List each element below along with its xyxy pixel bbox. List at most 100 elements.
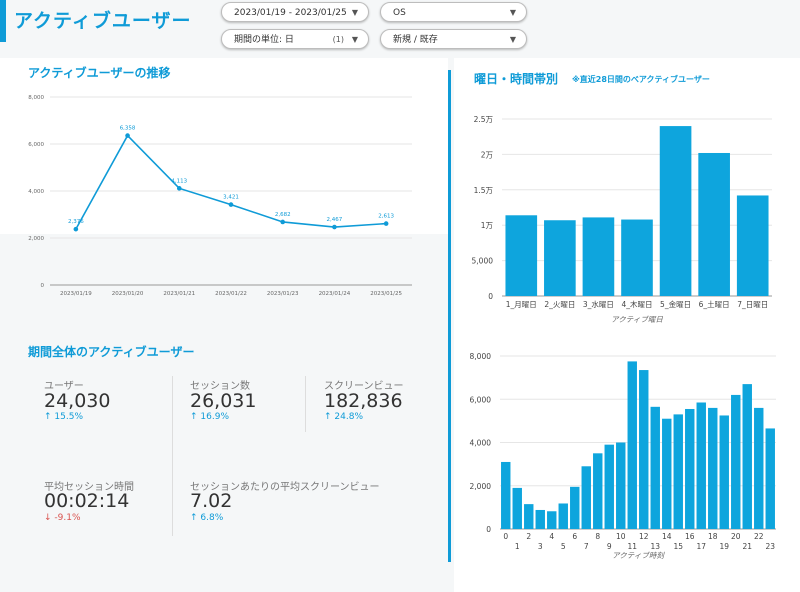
x-tick-label: 6 (572, 532, 577, 541)
y-tick-label: 0 (488, 292, 493, 301)
os-filter-label: OS (393, 8, 406, 18)
kpi-sessions-value: 26,031 (190, 390, 257, 412)
bar (731, 394, 741, 529)
x-tick-label: 4_木曜日 (621, 299, 652, 309)
x-axis-title: アクティブ時刻 (612, 551, 665, 560)
kpi-avg-session-delta: ↓ -9.1% (44, 513, 81, 523)
data-label: 2,682 (275, 212, 291, 218)
bar (754, 407, 764, 529)
x-tick-label: 2 (526, 532, 531, 541)
kpi-divider (172, 376, 173, 536)
date-range-value: 2023/01/19 - 2023/01/25 (234, 8, 347, 18)
kpi-avg-screenviews-value: 7.02 (190, 490, 233, 512)
x-tick-label: 20 (731, 532, 741, 541)
bar (524, 504, 534, 529)
x-tick-label: 1_月曜日 (506, 300, 537, 309)
x-axis-title: アクティブ曜日 (611, 315, 663, 324)
kpi-section-title: 期間全体のアクティブユーザー (28, 345, 195, 359)
x-tick-label: 2023/01/25 (370, 291, 402, 297)
x-tick-label: 22 (754, 532, 764, 541)
bar (581, 466, 591, 529)
bar (604, 444, 614, 529)
x-tick-label: 8 (595, 532, 600, 541)
data-label: 4,113 (171, 178, 187, 184)
period-unit-filter[interactable]: 期間の単位: 日 (1) ▼ (221, 29, 369, 49)
x-tick-label: 16 (685, 532, 695, 541)
kpi-divider (305, 376, 306, 432)
kpi-users-value: 24,030 (44, 390, 111, 412)
os-filter[interactable]: OS ▼ (380, 2, 527, 22)
bar (582, 217, 615, 296)
y-tick-label: 4,000 (470, 439, 492, 448)
kpi-avg-session-value: 00:02:14 (44, 490, 130, 512)
user-type-label: 新規 / 既存 (393, 35, 438, 45)
data-point (73, 226, 79, 232)
section-divider (448, 70, 451, 562)
arrow-up-icon: ↑ (190, 412, 201, 422)
weekday-chart-note: ※直近28日間のべアクティブユーザー (572, 75, 710, 84)
kpi-avg-screenviews-label: セッションあたりの平均スクリーンビュー (190, 482, 380, 493)
bar (736, 195, 769, 296)
weekday-chart-title: 曜日・時間帯別 (474, 72, 559, 86)
kpi-sessions-label: セッション数 (190, 381, 250, 392)
x-tick-label: 3 (538, 542, 543, 551)
kpi-users-label: ユーザー (44, 381, 84, 392)
x-tick-label: 2023/01/22 (215, 291, 247, 297)
data-label: 2,613 (378, 214, 394, 220)
data-point (228, 202, 234, 207)
y-tick-label: 8,000 (470, 352, 492, 361)
bar (662, 418, 672, 529)
series-line (75, 134, 387, 230)
x-tick-label: 12 (639, 532, 649, 541)
hour-bar-chart: 02,0004,0006,0008,0000123456789101112131… (470, 352, 776, 560)
user-type-filter[interactable]: 新規 / 既存 ▼ (380, 29, 527, 49)
y-tick-label: 6,000 (470, 395, 492, 404)
chevron-down-icon: ▼ (509, 8, 516, 17)
data-label: 2,376 (68, 219, 84, 225)
x-tick-label: 13 (650, 542, 660, 551)
data-point (125, 133, 130, 138)
x-tick-label: 23 (765, 542, 775, 551)
bar (719, 415, 729, 529)
arrow-up-icon: ↑ (190, 513, 201, 523)
bar (685, 408, 695, 529)
bar (501, 461, 511, 529)
date-range-selector[interactable]: 2023/01/19 - 2023/01/25 ▼ (221, 2, 369, 22)
x-tick-label: 15 (673, 542, 683, 551)
x-tick-label: 5_金曜日 (660, 299, 691, 309)
bar (616, 442, 626, 529)
x-tick-label: 21 (742, 542, 752, 551)
kpi-sessions-delta: ↑ 16.9% (190, 412, 229, 422)
weekday-panel (454, 58, 800, 592)
x-tick-label: 2023/01/23 (267, 291, 299, 297)
y-tick-label: 1万 (481, 221, 494, 230)
bar (535, 509, 545, 529)
data-label: 3,421 (223, 195, 239, 201)
data-label: 2,467 (327, 217, 343, 223)
data-label: 6,358 (120, 126, 136, 132)
period-unit-label: 期間の単位: 日 (234, 35, 294, 45)
data-point (383, 221, 389, 226)
bar (765, 428, 775, 529)
line-chart: 0 2,000 4,000 6,000 8,000 2,376 2023/01/19 6,35… (28, 95, 412, 297)
y-tick-label: 5,000 (472, 257, 494, 266)
bar (708, 407, 718, 529)
title-accent-bar (0, 0, 6, 42)
x-tick-label: 4 (549, 532, 554, 541)
page-title: アクティブユーザー (14, 10, 192, 32)
period-unit-count: (1) (332, 35, 344, 44)
x-tick-label: 7 (584, 542, 589, 551)
kpi-avg-session-label: 平均セッション時間 (44, 482, 134, 493)
x-tick-label: 2023/01/20 (112, 291, 144, 297)
y-tick-label: 2万 (481, 150, 494, 159)
data-point (176, 186, 182, 191)
y-tick-label: 6,000 (28, 142, 44, 148)
x-tick-label: 1 (515, 542, 520, 551)
kpi-screenviews-delta: ↑ 24.8% (324, 412, 363, 422)
arrow-down-icon: ↓ (44, 513, 55, 523)
kpi-screenviews-value: 182,836 (324, 390, 403, 412)
weekday-bar-chart: 0 5,000 1万 1.5万 2万 2.5万 1_月曜日 2_火曜日 3_水曜日 4_木曜日 5_… (472, 115, 772, 324)
x-tick-label: 19 (719, 542, 729, 551)
x-tick-label: 6_土曜日 (699, 299, 730, 309)
x-tick-label: 2023/01/19 (60, 291, 92, 297)
